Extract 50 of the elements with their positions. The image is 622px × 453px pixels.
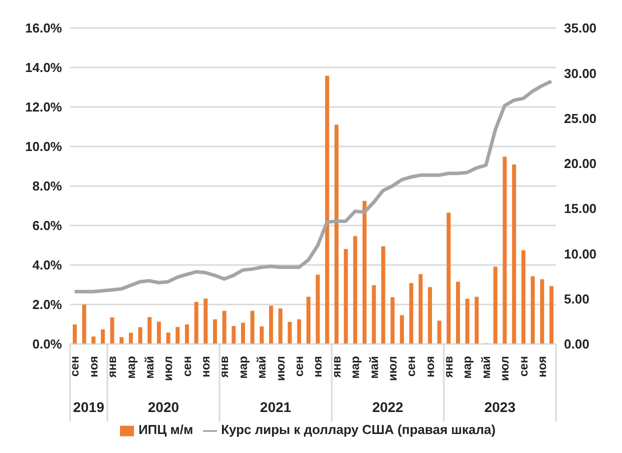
x-tick-label: май: [142, 356, 156, 379]
y-tick-label: 14.0%: [25, 60, 62, 76]
x-tick-label: ноя: [86, 356, 100, 378]
text: 2020: [148, 399, 180, 415]
x-tick-label: ноя: [422, 356, 437, 378]
y-tick-label: 12.0%: [25, 100, 62, 115]
x-tick-label: ноя: [310, 356, 325, 378]
text: 2021: [260, 399, 292, 415]
y-tick-label: 4.0%: [32, 258, 62, 273]
x-tick-label: янв: [217, 356, 232, 378]
y-tick-label: 2.0%: [32, 297, 62, 312]
y2-tick-label: 25.00: [564, 110, 597, 126]
y2-tick-label: 20.00: [564, 156, 597, 172]
y2-tick-label: 15.00: [564, 201, 597, 216]
x-tick-label: май: [478, 356, 493, 379]
x-tick-label: мар: [124, 356, 138, 379]
legend-label: Курс лиры к доллару США (правая шкала): [221, 422, 496, 437]
legend-label: ИПЦ м/м: [138, 422, 194, 437]
x-tick-label: май: [366, 356, 381, 379]
text: 2023: [484, 399, 516, 415]
x-tick-label: мар: [348, 356, 362, 379]
x-tick-label: май: [254, 356, 269, 379]
x-tick-label: сен: [404, 356, 418, 377]
y-tick-label: 10.0%: [25, 139, 62, 154]
y2-tick-label: 5.00: [564, 291, 590, 306]
x-tick-label: ноя: [198, 356, 213, 378]
y2-tick-label: 0.00: [564, 336, 590, 352]
y2-tick-label: 30.00: [564, 66, 597, 81]
y2-tick-label: 35.00: [564, 20, 597, 36]
x-tick-label: июл: [161, 356, 176, 381]
y-tick-label: 6.0%: [32, 218, 62, 234]
x-tick-label: июл: [498, 356, 512, 381]
text: 2022: [372, 399, 404, 415]
x-tick-label: янв: [105, 356, 120, 378]
y-tick-label: 0.0%: [32, 336, 62, 352]
x-tick-label: мар: [460, 356, 474, 379]
x-tick-label: июл: [273, 356, 288, 381]
x-tick-label: сен: [292, 356, 306, 377]
x-tick-label: янв: [329, 356, 344, 378]
x-tick-label: янв: [442, 356, 456, 378]
x-tick-label: сен: [516, 356, 530, 377]
y-tick-label: 8.0%: [32, 178, 62, 194]
x-tick-label: сен: [180, 356, 194, 377]
x-tick-label: мар: [236, 356, 250, 379]
x-tick-label: июл: [385, 356, 400, 381]
x-tick-label: ноя: [534, 356, 549, 378]
x-tick-label: сен: [68, 356, 82, 377]
y-tick-label: 16.0%: [25, 20, 62, 36]
text: 2019: [73, 399, 104, 415]
y2-tick-label: 10.00: [564, 246, 597, 262]
